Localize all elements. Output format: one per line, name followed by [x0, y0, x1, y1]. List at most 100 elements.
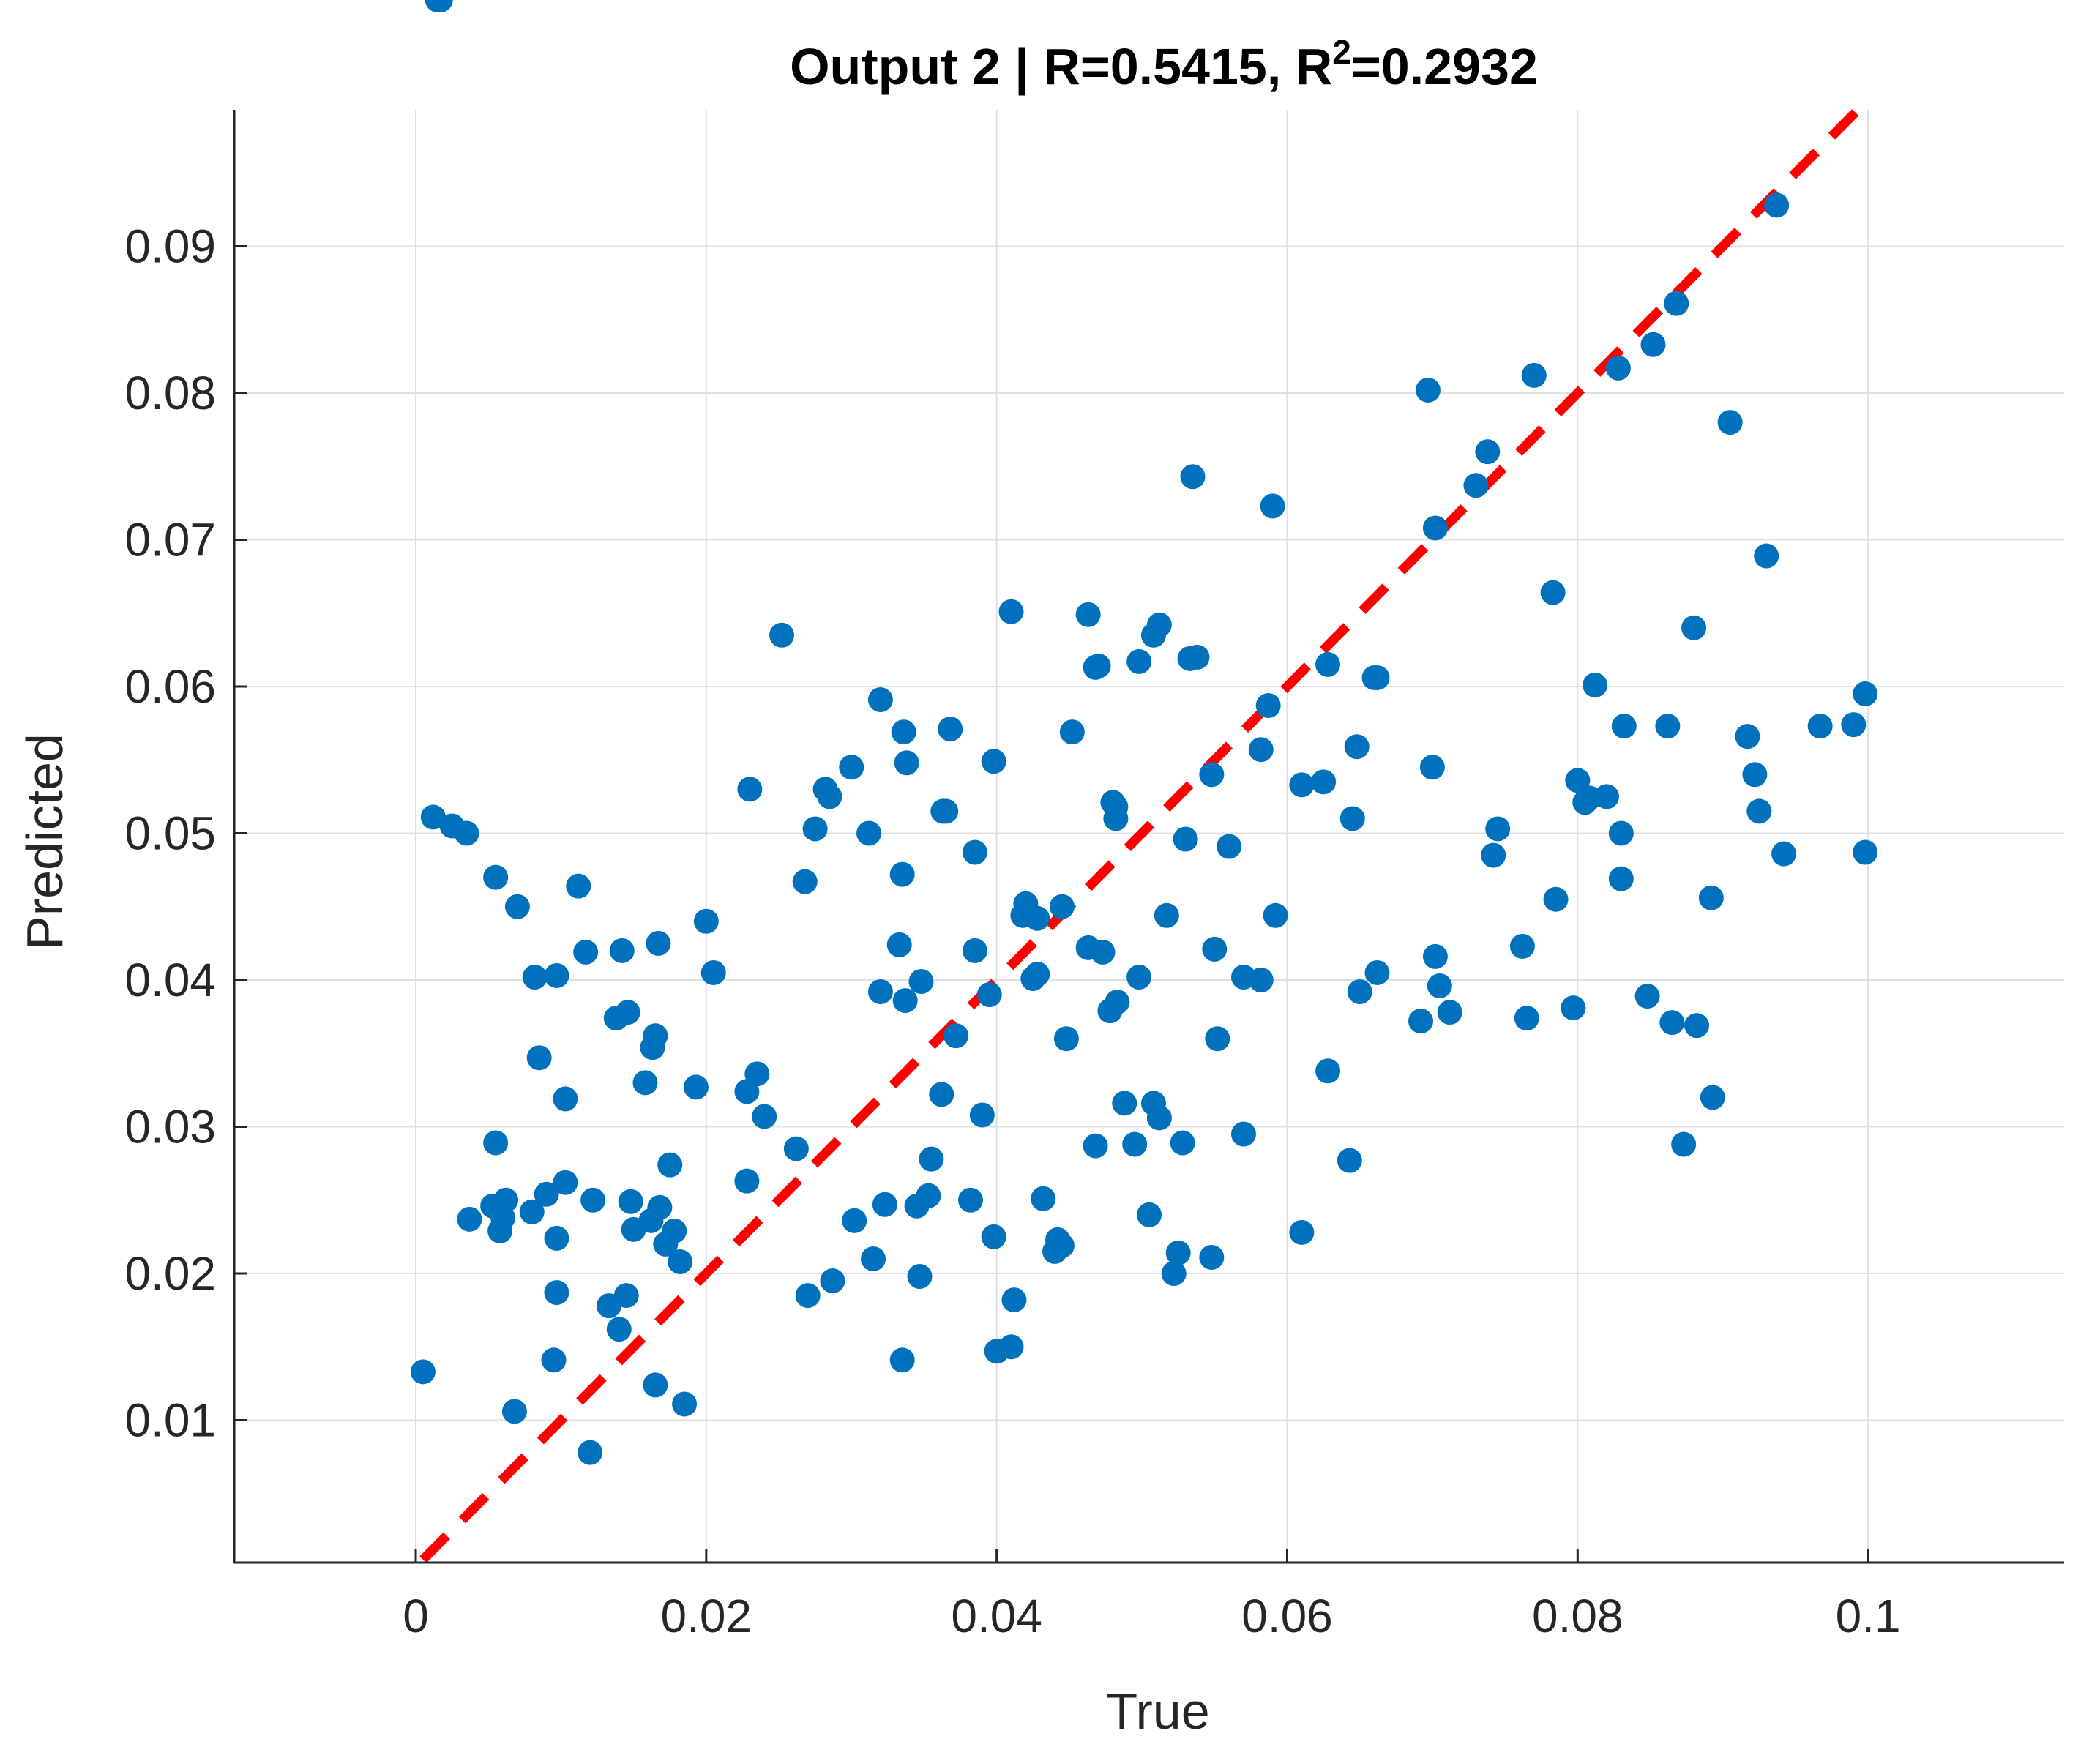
- data-point: [1097, 998, 1123, 1024]
- y-tick-label: 0.04: [124, 954, 216, 1006]
- data-point: [1543, 886, 1569, 912]
- data-point: [1255, 693, 1281, 719]
- data-point: [1427, 973, 1452, 999]
- data-point: [1126, 964, 1152, 990]
- data-point: [1230, 964, 1256, 990]
- data-point: [1075, 935, 1101, 960]
- data-point: [1289, 772, 1315, 798]
- data-point: [578, 1440, 603, 1465]
- data-point: [1364, 665, 1390, 690]
- reference-line-group: [419, 96, 1872, 1563]
- data-point: [541, 1347, 567, 1373]
- data-point: [1260, 493, 1285, 519]
- data-point: [483, 1130, 509, 1156]
- data-point: [1173, 826, 1198, 852]
- data-point: [1059, 719, 1085, 745]
- data-point: [1049, 894, 1075, 919]
- data-point: [1561, 995, 1586, 1021]
- data-point: [1608, 820, 1634, 846]
- data-point: [1344, 734, 1370, 760]
- data-point: [1205, 1026, 1230, 1052]
- data-point: [1717, 410, 1743, 435]
- y-tick-labels: 0.01 0.02 0.03 0.04 0.05 0.06 0.07 0.08 0.09: [124, 220, 247, 1447]
- data-point: [1140, 622, 1166, 648]
- data-point: [668, 1249, 693, 1274]
- data-point: [904, 1193, 930, 1219]
- data-point: [867, 687, 893, 713]
- data-point: [867, 979, 893, 1005]
- data-point: [1540, 580, 1566, 605]
- data-point: [1698, 885, 1724, 910]
- data-point: [1841, 712, 1867, 738]
- data-point: [889, 861, 915, 887]
- data-point: [892, 988, 918, 1014]
- data-point: [817, 784, 842, 809]
- data-point: [1655, 714, 1681, 739]
- data-point: [596, 1293, 621, 1319]
- data-point: [1481, 842, 1506, 868]
- data-point: [653, 1231, 679, 1257]
- data-point: [842, 1208, 867, 1233]
- data-point: [962, 839, 987, 865]
- data-point: [820, 1268, 845, 1294]
- data-point: [621, 1216, 646, 1242]
- data-point: [1364, 959, 1390, 985]
- data-point: [483, 864, 509, 890]
- chart-title-main: Output 2 | R=0.5415, R: [790, 38, 1332, 96]
- data-point: [981, 1224, 1006, 1249]
- data-point: [1634, 984, 1660, 1009]
- data-point: [1075, 602, 1101, 627]
- data-point: [1180, 464, 1206, 490]
- data-point: [891, 719, 916, 745]
- y-tick-label: 0.02: [124, 1247, 216, 1300]
- data-point: [802, 816, 828, 842]
- data-point: [1165, 1240, 1191, 1265]
- chart-title-superscript: 2: [1332, 33, 1351, 71]
- data-point: [1230, 1121, 1256, 1147]
- x-axis-label: True: [1106, 1683, 1209, 1740]
- data-point: [526, 1045, 552, 1071]
- data-point: [1605, 355, 1631, 381]
- data-point: [646, 930, 671, 956]
- data-point: [522, 964, 548, 990]
- data-point: [544, 1225, 569, 1251]
- data-point: [501, 1399, 527, 1424]
- data-point: [1053, 1026, 1079, 1052]
- chart-title-end: =0.2932: [1351, 38, 1538, 95]
- data-point: [683, 1074, 709, 1100]
- data-point: [566, 873, 591, 899]
- y-tick-label: 0.01: [124, 1394, 216, 1447]
- data-point: [737, 777, 763, 802]
- data-point: [1086, 653, 1111, 678]
- data-point: [962, 938, 987, 963]
- data-point: [480, 1193, 506, 1219]
- data-point: [1020, 965, 1046, 991]
- data-point: [1337, 1148, 1362, 1173]
- data-point: [907, 1264, 933, 1290]
- data-point: [640, 1035, 665, 1060]
- data-point: [1177, 646, 1203, 671]
- data-point: [544, 1280, 569, 1306]
- data-point: [1347, 979, 1372, 1005]
- data-point: [792, 869, 818, 894]
- data-point: [609, 938, 635, 963]
- data-point: [1217, 834, 1242, 859]
- data-point: [998, 599, 1024, 624]
- data-point: [1199, 762, 1225, 788]
- data-point: [1137, 1202, 1162, 1227]
- data-point: [1475, 439, 1501, 465]
- data-point: [1112, 1091, 1137, 1116]
- data-point: [894, 750, 919, 776]
- data-point: [1315, 651, 1341, 677]
- data-point: [1565, 768, 1591, 793]
- y-tick-label: 0.07: [124, 513, 216, 566]
- data-point: [1126, 648, 1152, 674]
- data-point: [943, 1023, 969, 1049]
- data-point: [795, 1283, 821, 1309]
- data-point: [1853, 681, 1878, 707]
- data-point: [1415, 377, 1441, 403]
- x-tick-label: 0.06: [1241, 1590, 1333, 1642]
- data-point: [425, 0, 450, 12]
- data-point: [606, 1317, 632, 1342]
